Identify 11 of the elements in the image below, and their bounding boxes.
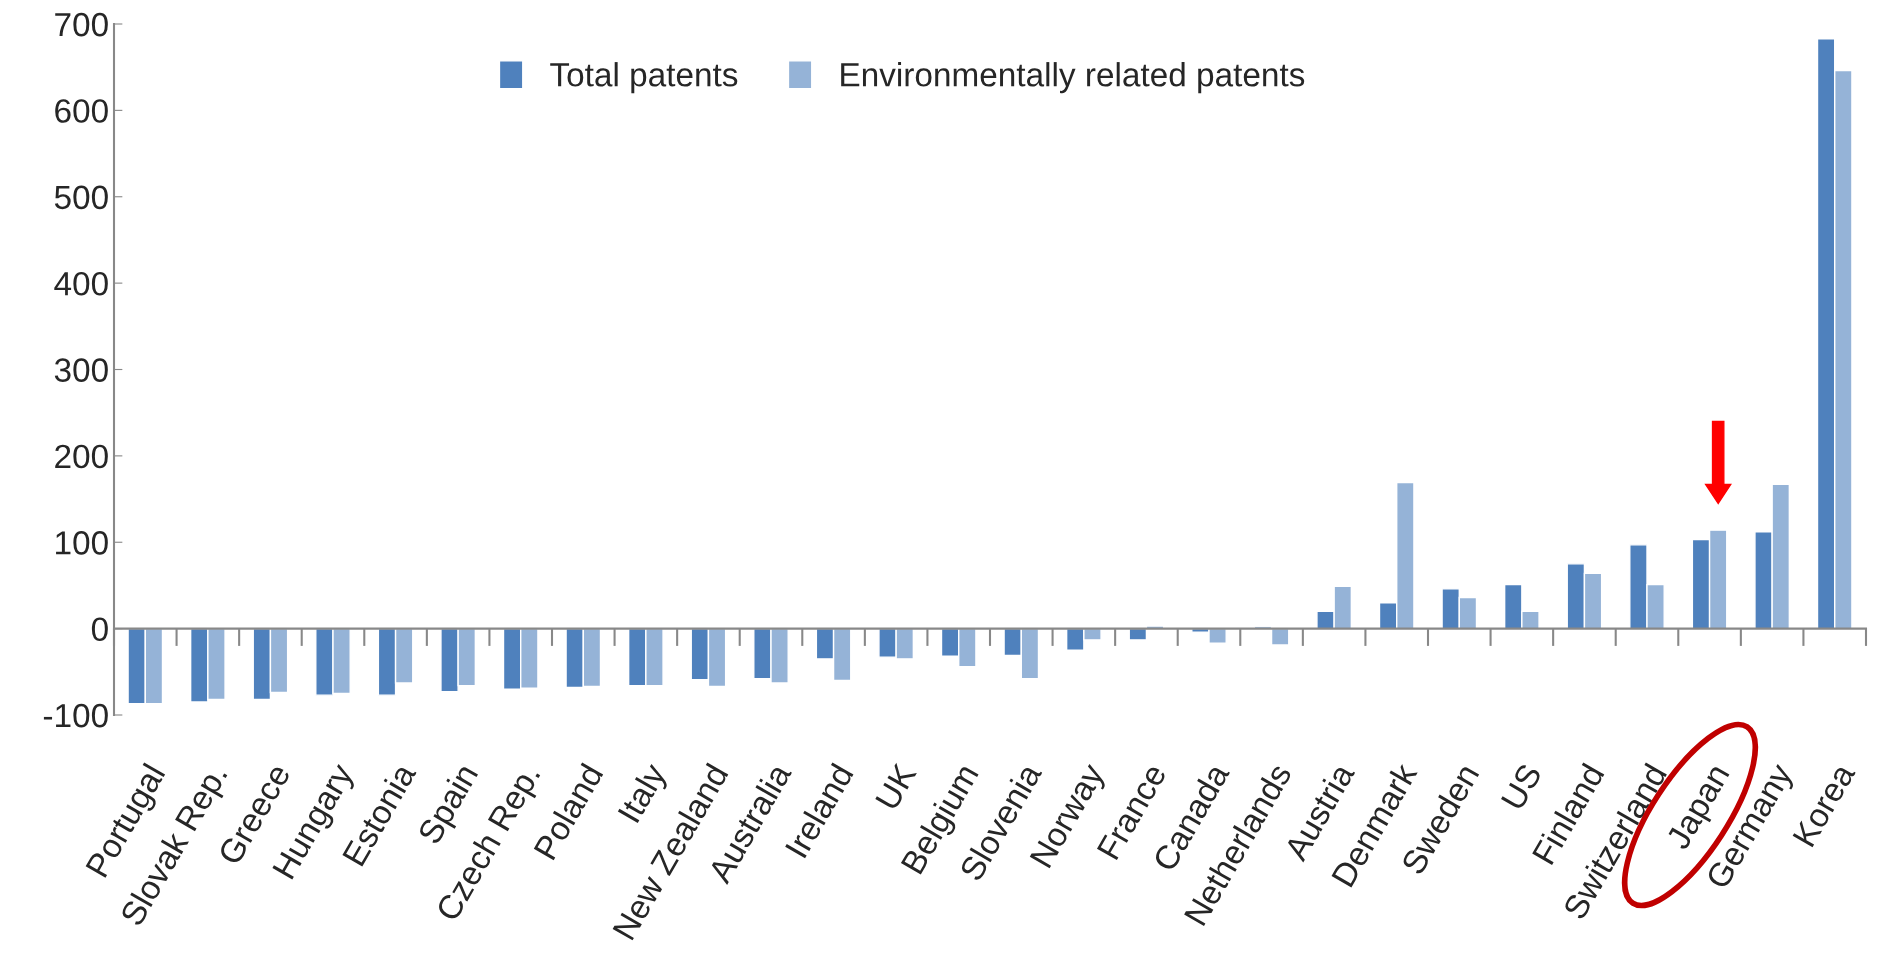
y-tick-label: 0 [91,617,108,642]
y-tick-label: 500 [54,185,108,210]
y-tick-label: 300 [54,358,108,382]
legend-label: Environmentally related patents [841,62,1305,94]
y-tick-label: 200 [55,444,108,469]
y-tick-label: 600 [55,99,108,123]
legend-label: Total patents [550,62,738,94]
y-tick-label: 700 [55,12,108,37]
y-tick-label: -100 [43,703,108,728]
y-tick-label: 100 [56,531,108,555]
y-tick-label: 400 [54,271,108,296]
